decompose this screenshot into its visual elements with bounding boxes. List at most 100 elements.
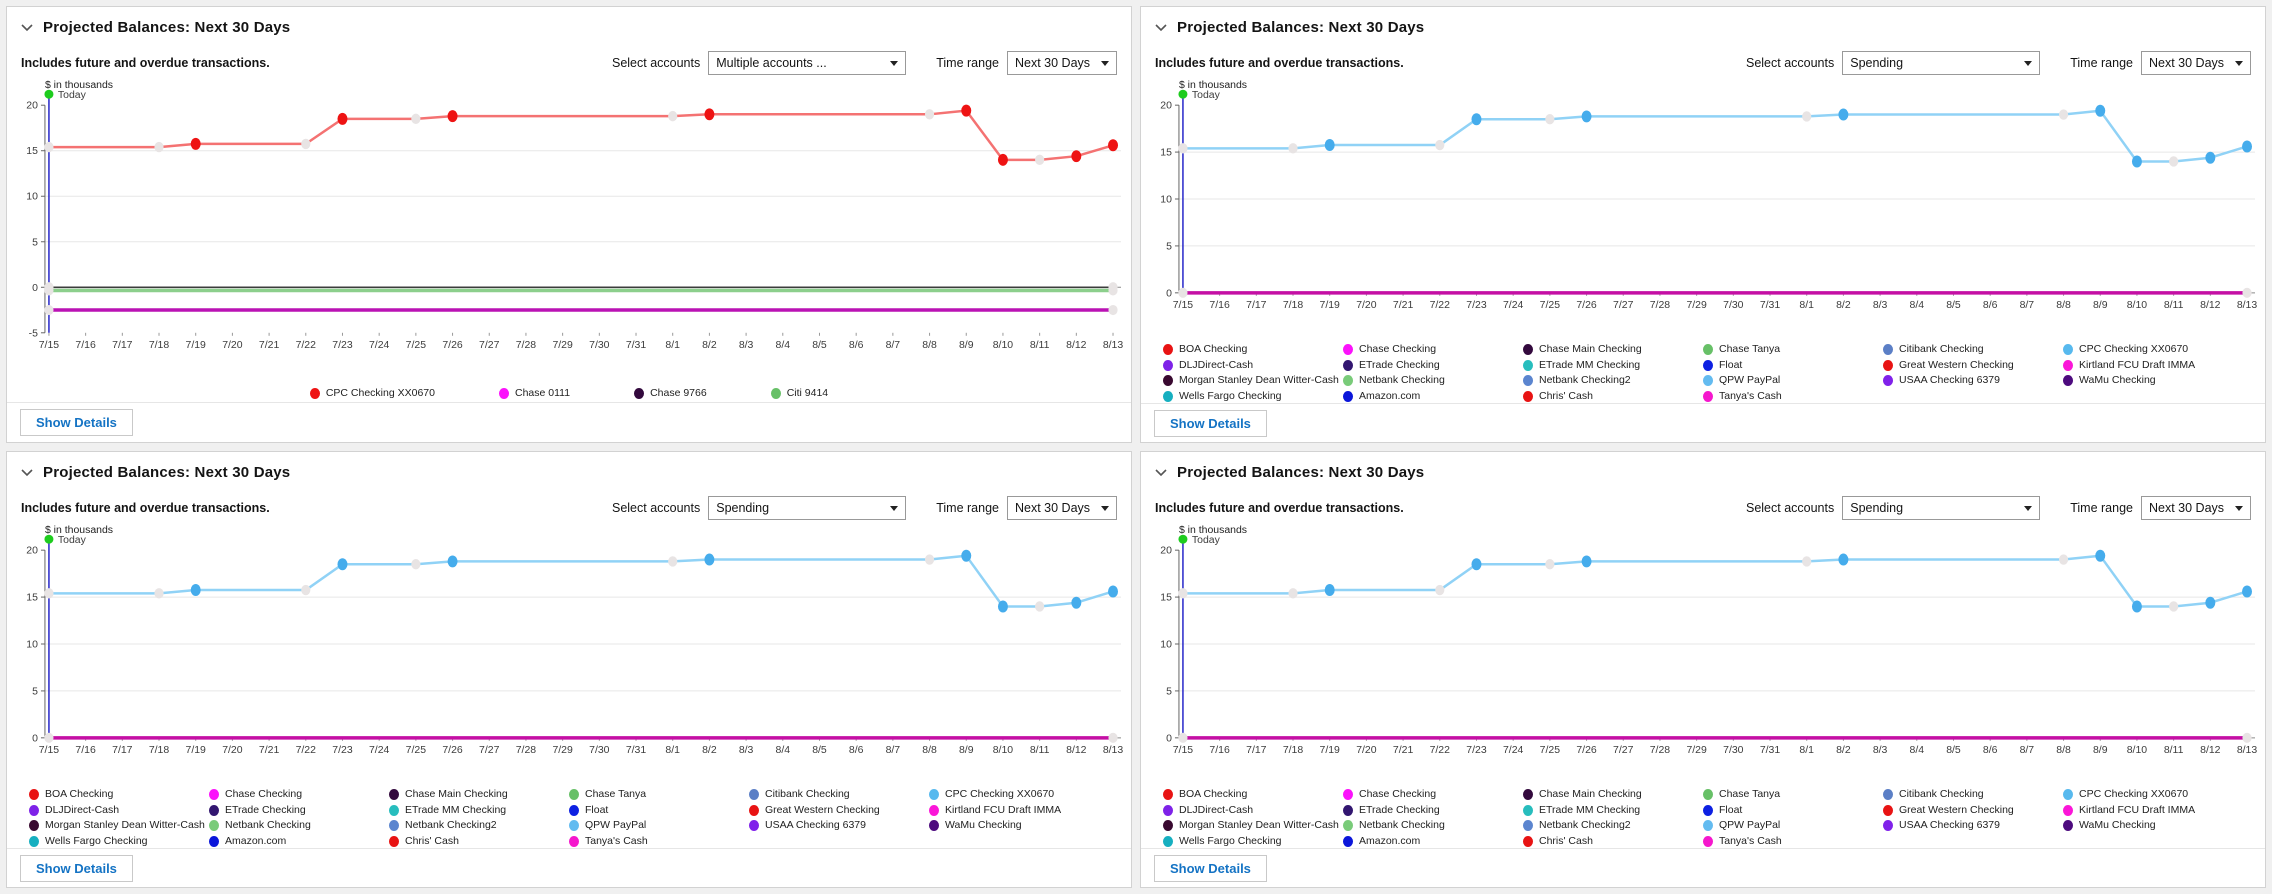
svg-text:8/9: 8/9 <box>2093 745 2108 756</box>
svg-text:20: 20 <box>1160 546 1172 557</box>
show-details-button[interactable]: Show Details <box>1154 409 1267 437</box>
select-accounts-value: Spending <box>1850 501 1904 515</box>
select-accounts-dropdown[interactable]: Spending <box>1842 51 2041 75</box>
legend-item: QPW PayPal <box>1703 374 1883 387</box>
svg-text:20: 20 <box>1160 101 1172 112</box>
time-range-dropdown[interactable]: Next 30 Days <box>2141 496 2251 520</box>
svg-text:7/23: 7/23 <box>1466 300 1487 311</box>
svg-text:7/21: 7/21 <box>1393 300 1414 311</box>
legend-item: Great Western Checking <box>1883 804 2063 817</box>
svg-text:15: 15 <box>26 146 38 157</box>
svg-text:8/8: 8/8 <box>2056 745 2071 756</box>
legend-label: Wells Fargo Checking <box>1179 834 1282 847</box>
svg-text:8/4: 8/4 <box>1910 745 1925 756</box>
show-details-button[interactable]: Show Details <box>20 409 133 436</box>
select-accounts-dropdown[interactable]: Spending <box>708 496 907 520</box>
svg-text:8/13: 8/13 <box>1103 340 1124 351</box>
projected-balances-panel: Projected Balances: Next 30 Days Include… <box>6 6 1132 443</box>
legend-label: Wells Fargo Checking <box>45 834 148 847</box>
time-range-dropdown[interactable]: Next 30 Days <box>2141 51 2251 75</box>
legend-item: Netbank Checking2 <box>1523 374 1703 387</box>
legend-label: Citibank Checking <box>1899 788 1984 800</box>
svg-text:7/22: 7/22 <box>296 745 317 756</box>
svg-text:8/11: 8/11 <box>2164 300 2184 311</box>
legend-label: BOA Checking <box>1179 343 1248 355</box>
select-accounts-dropdown[interactable]: Spending <box>1842 496 2041 520</box>
show-details-button[interactable]: Show Details <box>20 854 133 882</box>
svg-text:7/23: 7/23 <box>332 745 353 756</box>
collapse-chevron-icon[interactable] <box>1155 23 1167 32</box>
svg-text:7/18: 7/18 <box>1283 300 1304 311</box>
legend-dot-icon <box>569 835 579 847</box>
legend-label: Chase 9766 <box>650 387 707 399</box>
time-range-dropdown[interactable]: Next 30 Days <box>1007 496 1117 520</box>
legend-dot-icon <box>309 388 320 399</box>
select-accounts-dropdown[interactable]: Multiple accounts ... <box>708 51 907 75</box>
legend-label: Morgan Stanley Dean Witter-Cash <box>45 819 205 831</box>
collapse-chevron-icon[interactable] <box>1155 468 1167 477</box>
panel-title: Projected Balances: Next 30 Days <box>1177 464 1425 481</box>
legend-dot-icon <box>1163 835 1173 847</box>
svg-text:8/1: 8/1 <box>1799 300 1814 311</box>
legend-item: Chris' Cash <box>389 835 569 848</box>
collapse-chevron-icon[interactable] <box>21 23 33 32</box>
svg-text:7/19: 7/19 <box>1320 745 1341 756</box>
svg-text:8/4: 8/4 <box>776 745 791 756</box>
select-accounts-label: Select accounts <box>1745 501 1835 515</box>
svg-text:7/27: 7/27 <box>1613 745 1634 756</box>
legend-label: Float <box>585 803 609 816</box>
svg-text:8/9: 8/9 <box>2093 300 2108 311</box>
svg-text:7/31: 7/31 <box>1760 745 1781 756</box>
legend-label: ETrade MM Checking <box>1539 358 1641 371</box>
legend-label: Netbank Checking <box>225 819 311 831</box>
legend-item: Wells Fargo Checking <box>1163 390 1343 403</box>
legend-item: Kirtland FCU Draft IMMA <box>2063 804 2243 817</box>
legend-label: WaMu Checking <box>2079 819 2156 831</box>
legend-dot-icon <box>1703 375 1713 386</box>
svg-text:7/19: 7/19 <box>186 340 207 351</box>
time-range-label: Time range <box>2070 501 2133 515</box>
svg-text:15: 15 <box>1160 593 1172 604</box>
legend-dot-icon <box>770 388 781 399</box>
legend-dot-icon <box>1163 390 1173 402</box>
svg-text:7/19: 7/19 <box>186 745 207 756</box>
svg-text:7/27: 7/27 <box>479 340 500 351</box>
legend-dot-icon <box>1703 344 1713 355</box>
svg-text:8/12: 8/12 <box>2200 300 2221 311</box>
svg-text:7/17: 7/17 <box>1246 745 1267 756</box>
svg-text:7/28: 7/28 <box>1650 745 1671 756</box>
svg-text:7/23: 7/23 <box>332 340 353 351</box>
time-range-label: Time range <box>2070 56 2133 70</box>
svg-text:7/20: 7/20 <box>222 745 243 756</box>
legend-label: DLJDirect-Cash <box>45 803 120 816</box>
chart-controls: Select accounts Multiple accounts ... Ti… <box>612 51 1117 75</box>
legend-dot-icon <box>29 804 39 816</box>
legend-label: Float <box>1719 358 1743 371</box>
svg-text:7/16: 7/16 <box>75 745 96 756</box>
time-range-dropdown[interactable]: Next 30 Days <box>1007 51 1117 75</box>
svg-text:8/1: 8/1 <box>665 340 680 351</box>
svg-text:7/31: 7/31 <box>626 745 647 756</box>
svg-text:8/10: 8/10 <box>2127 300 2148 311</box>
svg-text:10: 10 <box>26 192 38 203</box>
svg-text:8/4: 8/4 <box>776 340 791 351</box>
legend-dot-icon <box>1163 820 1173 831</box>
svg-text:Today: Today <box>58 535 87 546</box>
legend-dot-icon <box>1703 820 1713 831</box>
chart-controls: Select accounts Spending Time range Next… <box>612 496 1117 520</box>
svg-text:7/24: 7/24 <box>369 340 390 351</box>
legend-label: Morgan Stanley Dean Witter-Cash <box>1179 819 1339 831</box>
legend-label: Great Western Checking <box>1899 803 2014 816</box>
legend-label: Chris' Cash <box>1539 389 1593 402</box>
legend-item: BOA Checking <box>1163 343 1343 356</box>
show-details-button[interactable]: Show Details <box>1154 854 1267 882</box>
panel-title: Projected Balances: Next 30 Days <box>1177 19 1425 36</box>
collapse-chevron-icon[interactable] <box>21 468 33 477</box>
chart-legend: BOA Checking Chase Checking Chase Main Che… <box>1141 343 2265 403</box>
svg-text:7/26: 7/26 <box>442 340 463 351</box>
svg-text:8/3: 8/3 <box>1873 300 1888 311</box>
legend-label: Kirtland FCU Draft IMMA <box>2079 803 2196 816</box>
legend-dot-icon <box>1703 804 1713 816</box>
legend-item: CPC Checking XX0670 <box>309 387 435 400</box>
legend-label: Citi 9414 <box>786 387 829 399</box>
